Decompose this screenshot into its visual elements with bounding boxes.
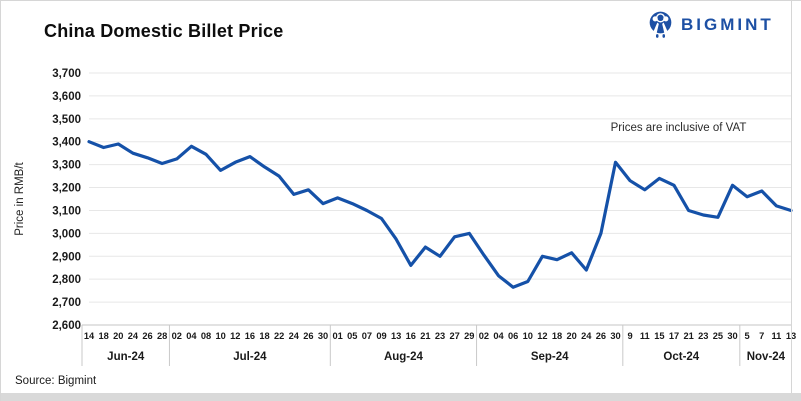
x-tick-label: 7 <box>759 331 764 341</box>
x-tick-label: 18 <box>552 331 562 341</box>
x-tick-label: 26 <box>142 331 152 341</box>
x-tick-label: 24 <box>581 331 592 341</box>
x-tick-label: 26 <box>596 331 606 341</box>
x-tick-label: 20 <box>113 331 123 341</box>
x-tick-label: 30 <box>318 331 328 341</box>
right-border-line <box>791 1 792 394</box>
x-tick-label: 12 <box>537 331 547 341</box>
month-label: Jul-24 <box>233 351 267 363</box>
y-tick-label: 3,400 <box>52 137 81 149</box>
x-tick-label: 01 <box>332 331 342 341</box>
x-tick-label: 26 <box>303 331 313 341</box>
x-tick-label: 28 <box>157 331 167 341</box>
x-tick-label: 02 <box>479 331 489 341</box>
x-tick-label: 9 <box>628 331 633 341</box>
y-tick-label: 3,500 <box>52 114 81 126</box>
x-tick-label: 23 <box>698 331 708 341</box>
x-tick-label: 04 <box>493 331 504 341</box>
x-tick-label: 29 <box>464 331 474 341</box>
y-tick-label: 2,800 <box>52 274 81 286</box>
x-tick-label: 20 <box>566 331 576 341</box>
x-tick-label: 12 <box>230 331 240 341</box>
x-tick-label: 5 <box>745 331 750 341</box>
bottom-strip <box>1 393 801 401</box>
x-tick-label: 16 <box>245 331 255 341</box>
x-tick-label: 27 <box>449 331 459 341</box>
x-tick-label: 14 <box>84 331 95 341</box>
x-tick-label: 10 <box>523 331 533 341</box>
y-tick-label: 3,200 <box>52 183 81 195</box>
y-tick-label: 3,600 <box>52 91 81 103</box>
y-tick-label: 2,900 <box>52 251 81 263</box>
y-tick-label: 3,100 <box>52 205 81 217</box>
x-tick-label: 30 <box>610 331 620 341</box>
x-tick-label: 22 <box>274 331 284 341</box>
x-tick-label: 07 <box>362 331 372 341</box>
x-tick-label: 21 <box>420 331 430 341</box>
x-tick-label: 06 <box>508 331 518 341</box>
x-tick-label: 24 <box>128 331 139 341</box>
y-tick-label: 3,000 <box>52 228 81 240</box>
y-tick-label: 2,700 <box>52 297 81 309</box>
x-tick-label: 09 <box>376 331 386 341</box>
y-tick-label: 3,300 <box>52 160 81 172</box>
x-tick-label: 25 <box>713 331 723 341</box>
x-tick-label: 17 <box>669 331 679 341</box>
vat-annotation: Prices are inclusive of VAT <box>610 122 747 134</box>
x-tick-label: 08 <box>201 331 211 341</box>
y-tick-label: 3,700 <box>52 68 81 80</box>
x-tick-label: 18 <box>259 331 269 341</box>
logo-wordmark: BIGMINT <box>681 15 774 34</box>
month-label: Aug-24 <box>384 351 424 363</box>
x-tick-label: 02 <box>172 331 182 341</box>
x-tick-label: 11 <box>640 331 650 341</box>
x-tick-label: 24 <box>289 331 300 341</box>
x-tick-label: 04 <box>186 331 197 341</box>
x-tick-label: 11 <box>771 331 781 341</box>
x-tick-label: 10 <box>215 331 225 341</box>
x-tick-label: 15 <box>654 331 664 341</box>
y-tick-label: 2,600 <box>52 320 81 332</box>
x-tick-label: 13 <box>391 331 401 341</box>
x-tick-label: 23 <box>435 331 445 341</box>
month-label: Sep-24 <box>531 351 569 363</box>
x-tick-label: 05 <box>347 331 357 341</box>
x-tick-label: 21 <box>683 331 693 341</box>
month-label: Jun-24 <box>107 351 145 363</box>
price-line <box>87 140 793 289</box>
page-title: China Domestic Billet Price <box>44 21 284 41</box>
x-tick-label: 16 <box>406 331 416 341</box>
source-note: Source: Bigmint <box>15 375 97 387</box>
y-axis-title: Price in RMB/t <box>14 162 26 236</box>
x-tick-label: 18 <box>98 331 108 341</box>
bigmint-people-icon <box>649 11 672 38</box>
month-label: Oct-24 <box>663 351 699 363</box>
x-tick-label: 30 <box>727 331 737 341</box>
bigmint-logo: BIGMINT <box>647 10 774 40</box>
month-label: Nov-24 <box>747 351 786 363</box>
